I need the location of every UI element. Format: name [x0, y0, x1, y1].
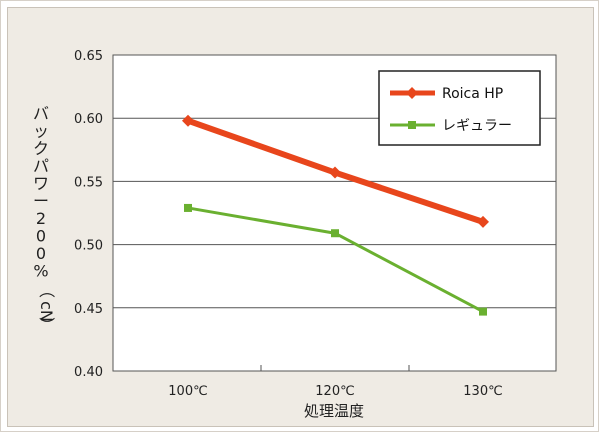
- y-axis-title-char: 0: [36, 227, 46, 246]
- y-tick-label: 0.40: [74, 365, 103, 380]
- y-axis-title-char: 2: [36, 209, 46, 228]
- y-axis-title-char: %: [33, 262, 48, 281]
- data-point-marker: [479, 307, 487, 316]
- y-axis-title-char: ）: [37, 317, 56, 333]
- y-axis-tick-labels: 0.40 0.45 0.50 0.55 0.60 0.65: [74, 49, 103, 380]
- legend-marker: [408, 121, 416, 129]
- x-tick-label: 120℃: [315, 384, 354, 399]
- y-tick-label: 0.60: [74, 112, 103, 127]
- x-axis-tick-labels: 100℃ 120℃ 130℃: [168, 384, 502, 399]
- y-axis-title-char: 0: [36, 244, 46, 263]
- data-point-marker: [331, 229, 339, 238]
- data-point-marker: [477, 215, 489, 228]
- x-tick-label: 130℃: [463, 384, 502, 399]
- legend: Roica HP レギュラー: [378, 70, 541, 146]
- y-tick-label: 0.65: [74, 49, 103, 64]
- y-axis-title-char: （: [37, 282, 56, 298]
- legend-label: Roica HP: [442, 86, 503, 102]
- x-axis-ticks: [260, 365, 410, 371]
- y-tick-label: 0.50: [74, 239, 103, 254]
- legend-label: レギュラー: [442, 118, 512, 134]
- y-axis-title-char: パ: [33, 157, 49, 176]
- legend-items: Roica HP レギュラー: [390, 86, 512, 134]
- y-axis-title-char: バ: [33, 104, 49, 123]
- data-point-marker: [329, 166, 341, 179]
- y-tick-label: 0.55: [74, 175, 103, 190]
- data-point-marker: [182, 114, 194, 127]
- y-axis-title-char: ク: [33, 139, 49, 158]
- legend-marker: [406, 87, 418, 99]
- data-point-marker: [184, 203, 192, 212]
- series-markers: [182, 114, 489, 316]
- y-axis-title-char: ッ: [33, 122, 49, 141]
- legend-box: [378, 70, 541, 146]
- y-axis-title-char: ー: [33, 192, 49, 211]
- y-axis-title-char: cN: [37, 301, 56, 322]
- y-axis-title-char: ワ: [33, 174, 49, 193]
- y-tick-label: 0.45: [74, 302, 103, 317]
- x-tick-label: 100℃: [168, 384, 207, 399]
- x-axis-title: 処理温度: [304, 402, 364, 420]
